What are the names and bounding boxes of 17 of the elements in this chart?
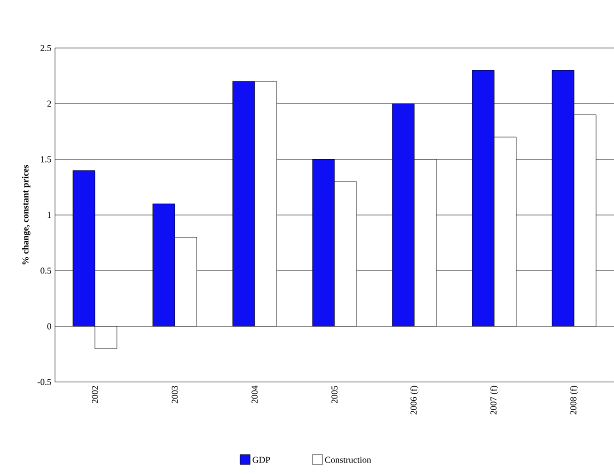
x-tick-label: 2002 [92,386,98,404]
y-tick-label: 0.5 [40,268,52,274]
y-tick-label: 0 [47,323,52,330]
y-tick-label: 2 [47,100,51,107]
x-tick-label: 2003 [172,386,178,404]
y-tick-label: 1 [48,212,51,218]
y-tick-label: 2.5 [40,44,52,52]
y-tick-label: 1.5 [41,156,52,162]
y-tick-label: -0.5 [38,378,52,386]
legend-label: GDP [252,456,270,463]
x-tick-label: 2008 (f) [570,386,578,414]
y-axis-title: % change, constant prices [22,164,30,264]
x-tick-label: 2006 (f) [410,386,418,414]
x-tick-label: 2004 [252,386,258,404]
x-tick-label: 2005 [331,386,338,404]
x-tick-label: 2007 (f) [490,386,498,414]
legend-label: Construction [325,456,372,463]
